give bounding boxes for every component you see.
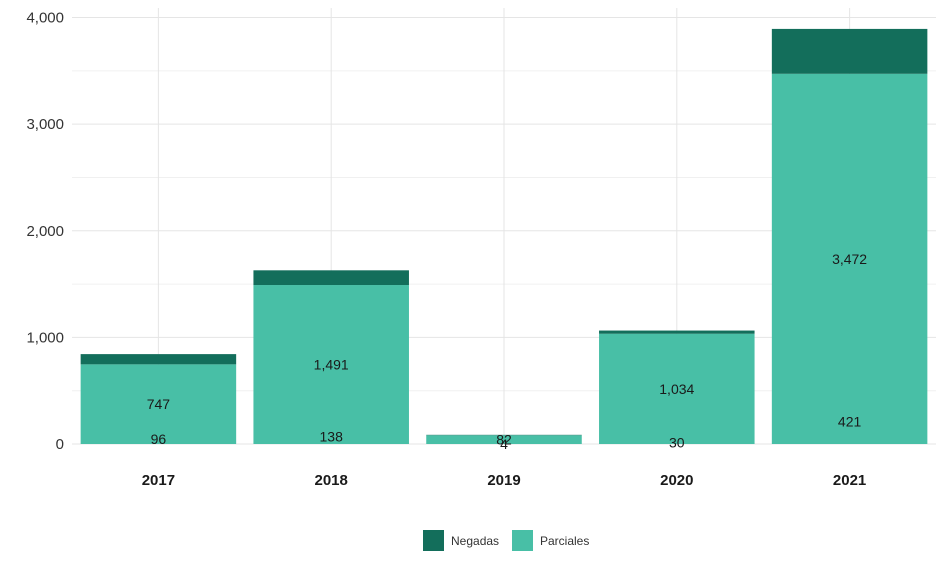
legend-swatch-parciales bbox=[512, 530, 533, 551]
legend-swatch-negadas bbox=[423, 530, 444, 551]
value-label-negadas: 4 bbox=[500, 436, 508, 452]
bar-negadas-2017 bbox=[81, 354, 237, 364]
bar-negadas-2020 bbox=[599, 331, 755, 334]
x-tick-label: 2017 bbox=[142, 472, 175, 489]
x-axis: 2017 2018 2019 2020 2021 bbox=[142, 472, 867, 489]
value-label-negadas: 421 bbox=[838, 414, 862, 430]
value-label-parciales: 1,034 bbox=[659, 381, 694, 397]
value-label-negadas: 96 bbox=[151, 431, 167, 447]
y-tick-label: 1,000 bbox=[26, 329, 64, 346]
legend-label-parciales: Parciales bbox=[540, 534, 589, 548]
x-tick-label: 2021 bbox=[833, 472, 866, 489]
y-tick-label: 4,000 bbox=[26, 10, 64, 27]
value-label-parciales: 3,472 bbox=[832, 251, 867, 267]
legend: Negadas Parciales bbox=[423, 530, 589, 551]
value-label-parciales: 747 bbox=[147, 396, 171, 412]
x-tick-label: 2019 bbox=[487, 472, 520, 489]
value-label-negadas: 30 bbox=[669, 434, 685, 450]
bar-negadas-2018 bbox=[253, 270, 409, 285]
bar-negadas-2021 bbox=[772, 29, 928, 74]
y-tick-label: 3,000 bbox=[26, 116, 64, 133]
y-tick-label: 2,000 bbox=[26, 223, 64, 240]
x-tick-label: 2018 bbox=[315, 472, 348, 489]
y-tick-label: 0 bbox=[56, 436, 64, 453]
x-tick-label: 2020 bbox=[660, 472, 693, 489]
value-label-parciales: 1,491 bbox=[314, 357, 349, 373]
legend-label-negadas: Negadas bbox=[451, 534, 499, 548]
value-label-negadas: 138 bbox=[320, 429, 344, 445]
y-axis: 0 1,000 2,000 3,000 4,000 bbox=[26, 10, 64, 454]
